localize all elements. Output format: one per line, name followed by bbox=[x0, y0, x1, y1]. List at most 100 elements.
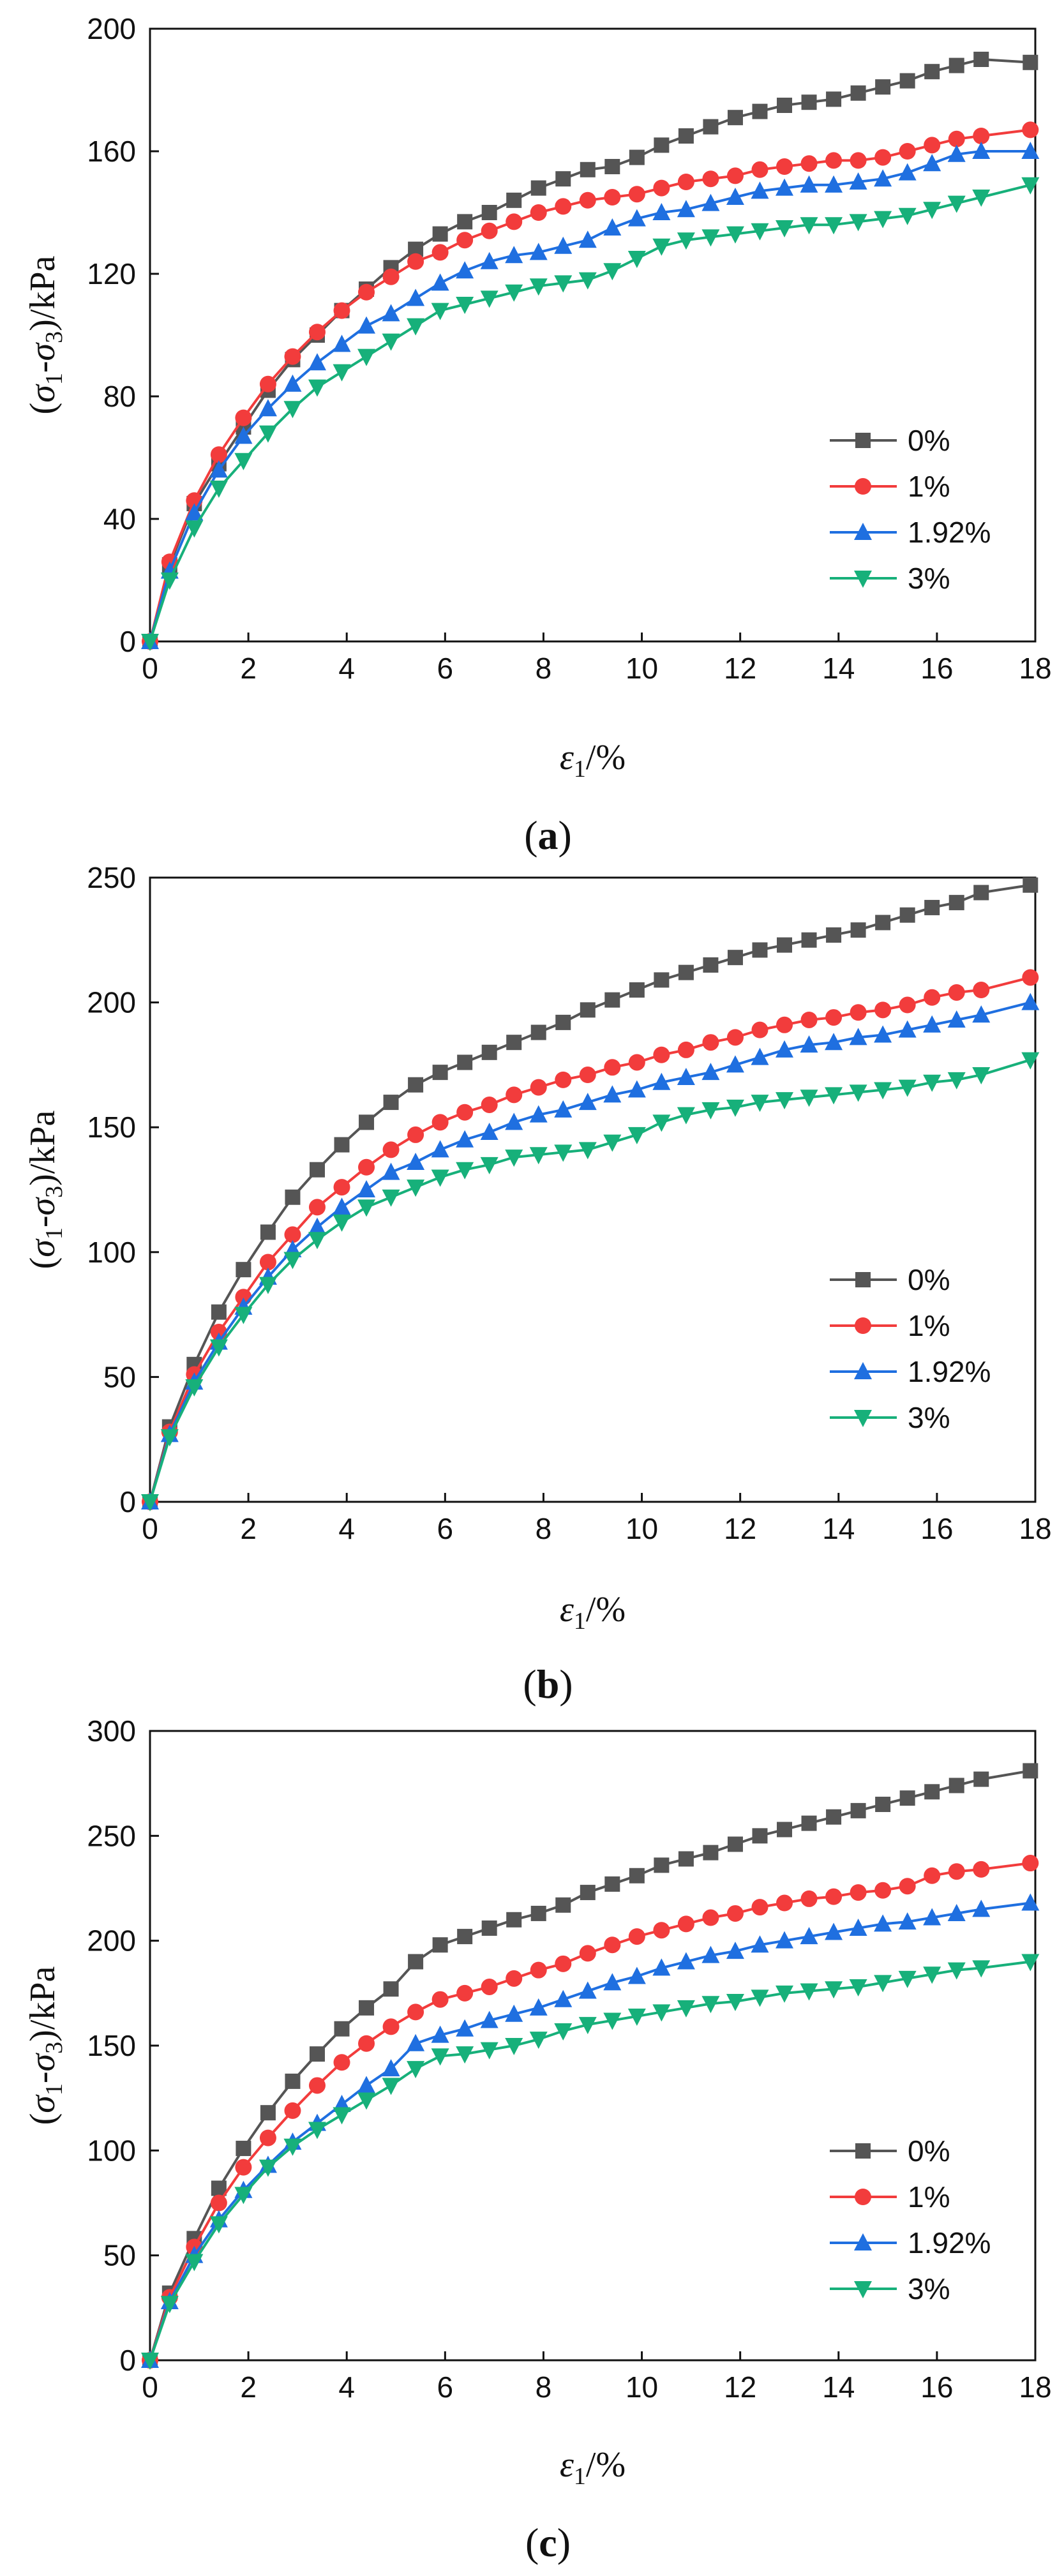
y-tick-label-b-3: 150 bbox=[87, 1111, 136, 1144]
data-point-a-2-27 bbox=[800, 175, 818, 193]
data-point-a-0-27 bbox=[801, 94, 817, 110]
data-point-a-0-15 bbox=[506, 192, 522, 208]
series-c-0 bbox=[142, 1763, 1038, 2368]
legend-label-c-2: 1.92% bbox=[908, 2226, 991, 2259]
legend-a: 0% 1% 1.92% 3% bbox=[830, 424, 991, 595]
data-point-c-0-27 bbox=[801, 1815, 817, 1831]
data-point-a-2-15 bbox=[505, 246, 523, 264]
data-point-c-1-16 bbox=[530, 1961, 547, 1979]
data-point-c-3-26 bbox=[776, 1985, 794, 2003]
data-point-c-3-25 bbox=[751, 1989, 769, 2007]
data-point-c-0-28 bbox=[826, 1809, 842, 1825]
data-point-c-0-25 bbox=[752, 1828, 768, 1844]
data-point-b-2-31 bbox=[898, 1020, 917, 1038]
data-point-c-1-6 bbox=[284, 2102, 301, 2119]
series-line-c-0 bbox=[149, 1769, 1031, 2361]
data-point-c-0-24 bbox=[727, 1836, 743, 1852]
data-point-b-2-24 bbox=[726, 1055, 744, 1073]
data-point-c-1-14 bbox=[481, 1978, 498, 1995]
data-point-b-0-31 bbox=[899, 907, 915, 923]
y-tick-label-b-0: 0 bbox=[119, 1485, 136, 1518]
x-tick-label-a-5: 10 bbox=[626, 652, 658, 685]
data-point-b-1-9 bbox=[358, 1158, 375, 1176]
data-point-a-0-24 bbox=[727, 110, 743, 126]
data-point-b-0-28 bbox=[826, 927, 842, 943]
data-point-c-0-26 bbox=[777, 1822, 793, 1838]
data-point-a-2-18 bbox=[578, 230, 597, 248]
data-point-c-3-21 bbox=[652, 2004, 671, 2022]
data-point-a-1-35 bbox=[1022, 121, 1039, 139]
data-point-c-1-22 bbox=[677, 1915, 694, 1933]
x-tick-label-b-3: 6 bbox=[437, 1512, 454, 1545]
data-point-a-2-5 bbox=[259, 399, 277, 417]
data-point-b-0-14 bbox=[481, 1044, 497, 1060]
data-point-a-0-14 bbox=[481, 205, 497, 220]
data-point-b-1-21 bbox=[653, 1046, 670, 1063]
data-point-c-1-24 bbox=[726, 1905, 744, 1922]
legend-marker-c-1 bbox=[855, 2189, 871, 2205]
data-point-a-3-4 bbox=[234, 453, 253, 470]
data-point-b-3-10 bbox=[382, 1189, 400, 1207]
series-b-2 bbox=[141, 992, 1040, 1509]
data-point-c-0-32 bbox=[924, 1784, 940, 1800]
data-point-c-2-12 bbox=[431, 2025, 449, 2043]
y-tick-label-a-0: 0 bbox=[119, 625, 136, 658]
data-point-a-3-32 bbox=[923, 202, 941, 220]
data-point-a-0-23 bbox=[703, 119, 719, 135]
data-point-c-0-6 bbox=[285, 2073, 301, 2089]
data-point-a-2-10 bbox=[382, 304, 400, 322]
data-point-b-1-17 bbox=[555, 1071, 572, 1088]
data-point-a-0-21 bbox=[654, 137, 670, 153]
data-point-b-2-22 bbox=[677, 1067, 695, 1085]
data-point-a-3-31 bbox=[898, 207, 917, 225]
data-point-a-2-4 bbox=[234, 426, 253, 444]
data-point-a-3-18 bbox=[578, 272, 597, 290]
data-point-a-1-8 bbox=[333, 302, 350, 319]
data-point-b-2-27 bbox=[800, 1035, 818, 1053]
data-point-c-2-11 bbox=[407, 2033, 425, 2051]
data-point-a-0-16 bbox=[530, 180, 546, 196]
data-point-a-3-12 bbox=[431, 303, 449, 320]
data-point-b-3-13 bbox=[456, 1162, 474, 1179]
data-point-a-3-2 bbox=[185, 520, 204, 538]
data-point-a-1-17 bbox=[555, 198, 572, 215]
data-point-c-3-22 bbox=[677, 2000, 695, 2018]
data-point-c-0-23 bbox=[703, 1845, 719, 1861]
series-line-b-3 bbox=[149, 1058, 1031, 1502]
data-point-c-3-19 bbox=[603, 2012, 622, 2030]
data-point-c-0-31 bbox=[899, 1790, 915, 1806]
data-point-a-1-33 bbox=[948, 130, 965, 147]
x-axis-title-b: ε1/% bbox=[560, 1590, 626, 1635]
series-a-3 bbox=[141, 177, 1040, 651]
data-point-b-0-9 bbox=[359, 1114, 375, 1130]
data-point-b-0-18 bbox=[580, 1002, 596, 1018]
data-point-b-2-15 bbox=[505, 1112, 523, 1130]
data-point-a-3-33 bbox=[947, 195, 966, 213]
y-tick-label-a-3: 120 bbox=[87, 257, 136, 290]
series-a-2 bbox=[141, 142, 1040, 649]
data-point-b-0-4 bbox=[236, 1262, 251, 1278]
data-point-b-0-8 bbox=[334, 1137, 350, 1153]
legend-label-a-0: 0% bbox=[908, 424, 950, 457]
data-point-b-3-11 bbox=[407, 1179, 425, 1197]
x-tick-label-b-0: 0 bbox=[142, 1512, 158, 1545]
data-point-c-3-20 bbox=[627, 2008, 646, 2026]
data-point-c-2-19 bbox=[603, 1973, 622, 1991]
data-point-b-0-25 bbox=[752, 942, 768, 958]
data-point-c-3-17 bbox=[554, 2023, 573, 2041]
data-point-a-3-7 bbox=[308, 379, 326, 397]
data-point-a-0-20 bbox=[629, 149, 645, 165]
data-point-b-2-17 bbox=[554, 1100, 573, 1118]
data-point-b-3-9 bbox=[357, 1199, 376, 1217]
x-tick-label-c-6: 12 bbox=[724, 2370, 756, 2404]
plot-frame-c bbox=[149, 1730, 1037, 2362]
data-point-b-0-27 bbox=[801, 932, 817, 948]
data-point-b-1-27 bbox=[800, 1011, 818, 1028]
data-point-b-0-30 bbox=[875, 915, 891, 931]
data-point-c-1-33 bbox=[948, 1863, 965, 1880]
data-point-a-1-24 bbox=[726, 167, 744, 184]
y-tick-label-b-2: 100 bbox=[87, 1236, 136, 1269]
series-b-1 bbox=[142, 969, 1039, 1510]
plot-frame-b bbox=[149, 876, 1037, 1503]
data-point-a-3-23 bbox=[701, 229, 720, 247]
